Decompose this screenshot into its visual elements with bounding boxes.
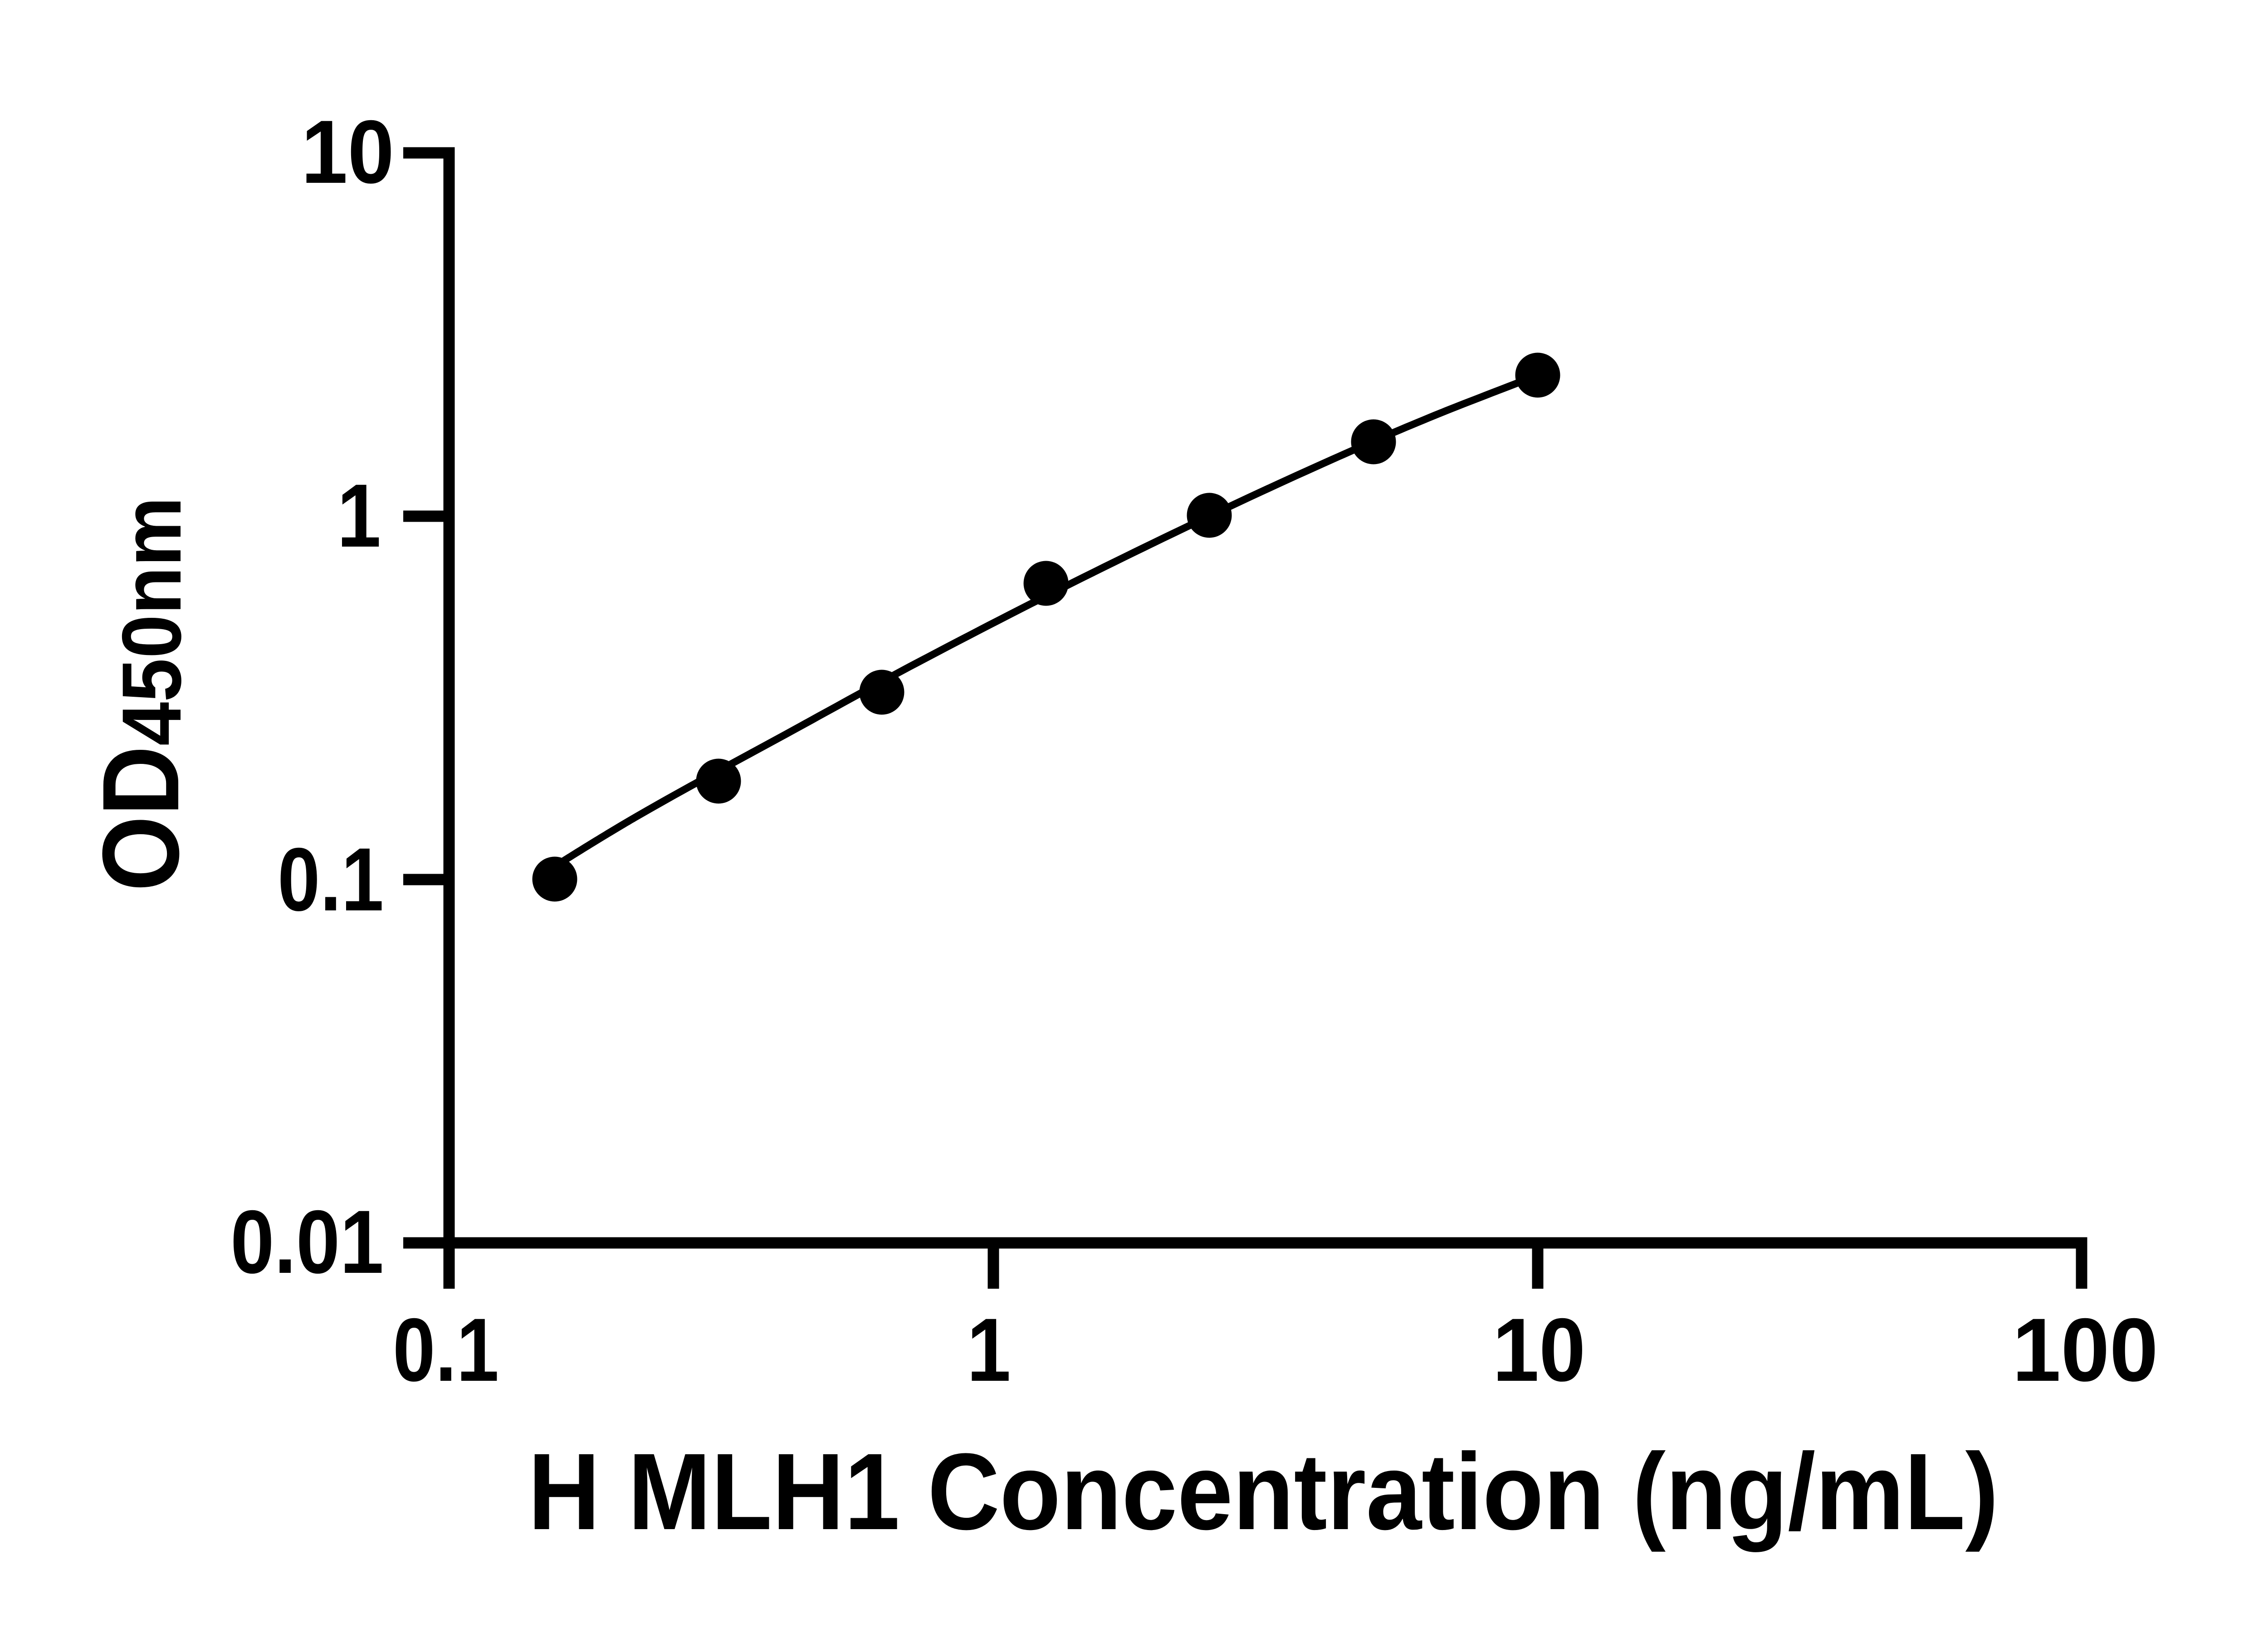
svg-text:0.1: 0.1 bbox=[393, 1300, 499, 1400]
svg-text:0.01: 0.01 bbox=[230, 1192, 384, 1292]
svg-text:100: 100 bbox=[2012, 1300, 2158, 1400]
svg-text:H MLH1 Concentration (ng/mL): H MLH1 Concentration (ng/mL) bbox=[528, 1431, 1999, 1552]
svg-text:10: 10 bbox=[1493, 1300, 1586, 1400]
svg-text:1: 1 bbox=[967, 1300, 1011, 1400]
svg-text:1: 1 bbox=[337, 465, 381, 566]
svg-text:10: 10 bbox=[301, 102, 394, 202]
svg-text:OD450nm: OD450nm bbox=[80, 497, 201, 891]
svg-text:0.1: 0.1 bbox=[278, 829, 384, 929]
